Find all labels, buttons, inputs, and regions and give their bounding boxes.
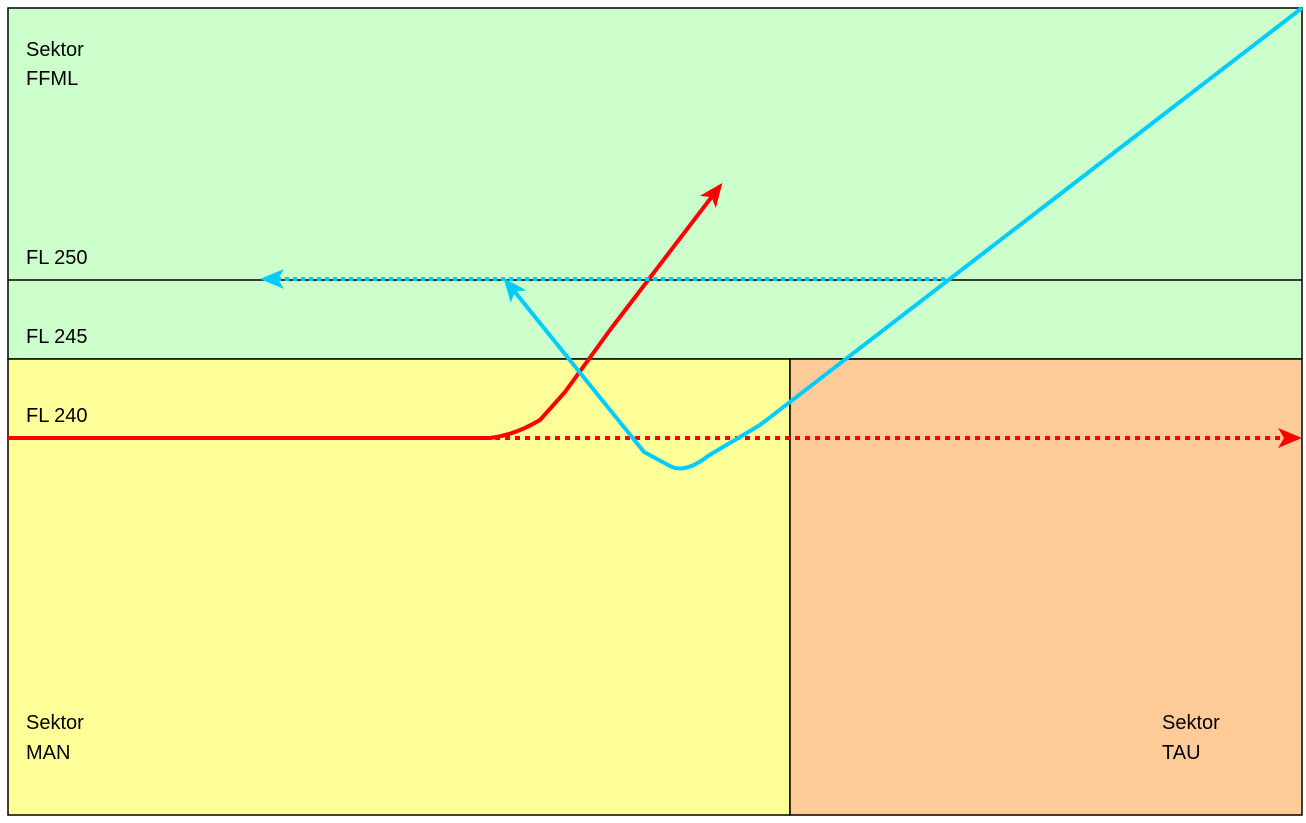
sector-tau-label-line1: Sektor [1162, 712, 1220, 734]
sector-man-label-line1: Sektor [26, 712, 84, 734]
sector-ffml-label-line2: FFML [26, 68, 78, 90]
sector-tau-area [789, 358, 1303, 816]
fl240-label: FL 240 [26, 405, 88, 427]
sector-ffml-area [7, 7, 1303, 360]
sector-man-label-line2: MAN [26, 742, 70, 764]
cyan-track-descent-return [503, 6, 1304, 471]
red-track-climb [8, 182, 723, 440]
fl250-label: FL 250 [26, 247, 88, 269]
sector-tau-label-line2: TAU [1162, 742, 1201, 764]
sector-man-area [7, 358, 791, 816]
fl245-label: FL 245 [26, 326, 88, 348]
sector-ffml-label-line1: Sektor [26, 39, 84, 61]
